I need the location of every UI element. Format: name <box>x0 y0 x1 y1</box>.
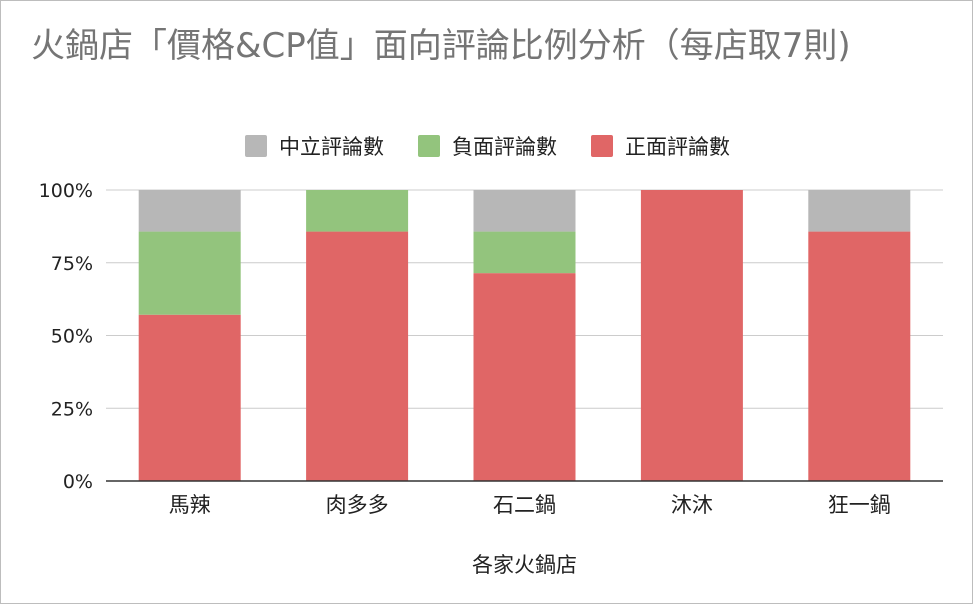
bar-segment <box>138 190 241 232</box>
bar-segment <box>306 231 409 481</box>
x-axis-title: 各家火鍋店 <box>472 553 577 577</box>
legend-swatch <box>418 135 440 157</box>
y-tick-label: 25% <box>51 398 93 420</box>
legend-label: 中立評論數 <box>279 135 384 159</box>
x-category-label: 沐沐 <box>671 493 713 517</box>
legend-swatch <box>245 135 267 157</box>
bar-segment <box>306 190 409 232</box>
bar-segment <box>473 231 576 274</box>
y-tick-label: 75% <box>51 253 93 275</box>
x-category-label: 狂一鍋 <box>828 493 891 517</box>
legend-label: 正面評論數 <box>625 135 730 159</box>
y-tick-label: 0% <box>63 471 93 493</box>
x-category-label: 石二鍋 <box>493 493 556 517</box>
legend-item: 負面評論數 <box>418 131 557 161</box>
bar-segment <box>473 190 576 232</box>
legend-item: 正面評論數 <box>591 131 730 161</box>
legend: 中立評論數 負面評論數 正面評論數 <box>1 131 973 161</box>
bar-segment <box>138 231 241 315</box>
legend-item: 中立評論數 <box>245 131 384 161</box>
bar-segment <box>640 190 743 481</box>
bar-segment <box>138 314 241 481</box>
y-tick-label: 50% <box>51 326 93 348</box>
x-category-label: 肉多多 <box>326 493 389 517</box>
y-tick-label: 100% <box>39 180 93 202</box>
x-category-label: 馬辣 <box>169 493 211 517</box>
legend-label: 負面評論數 <box>452 135 557 159</box>
bar-segment <box>473 273 576 481</box>
bar-segment <box>808 231 911 481</box>
legend-swatch <box>591 135 613 157</box>
chart-title: 火鍋店「價格&CP值」面向評論比例分析（每店取7則) <box>31 26 851 66</box>
bar-segment <box>808 190 911 232</box>
